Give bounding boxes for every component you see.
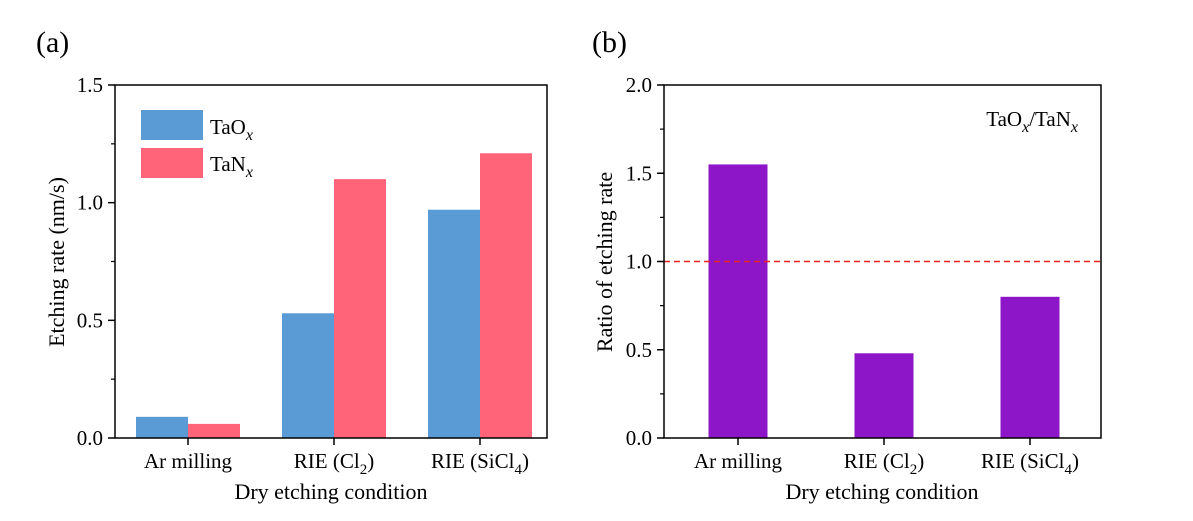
y-ticks-b: 0.0 0.5 1.0 1.5 2.0 — [626, 73, 664, 450]
bar-tanx-2 — [480, 153, 532, 438]
x-tick-label: RIE (SiCl4) — [981, 449, 1079, 478]
x-axis-title-b: Dry etching condition — [785, 479, 978, 504]
y-axis-title-b: Ratio of etching rate — [592, 172, 617, 352]
bar-taox-2 — [428, 209, 480, 438]
x-tick-label: RIE (SiCl4) — [431, 449, 529, 478]
ratio-annotation: TaOx/TaNx — [986, 107, 1078, 136]
bar-tanx-1 — [334, 179, 386, 438]
bar-taox-0 — [136, 416, 188, 438]
bars-b — [708, 164, 1060, 439]
y-axis-title-a: Etching rate (nm/s) — [44, 177, 69, 347]
bar-ratio-2 — [1000, 296, 1060, 438]
bar-taox-1 — [282, 313, 334, 438]
legend-swatch-taox — [141, 110, 203, 140]
y-tick-label: 0.5 — [77, 308, 103, 332]
y-tick-label: 2.0 — [626, 73, 652, 97]
y-tick-label: 1.0 — [77, 191, 103, 215]
legend-a: TaOx TaNx — [141, 110, 253, 181]
bar-tanx-0 — [188, 423, 240, 438]
x-tick-label: Ar milling — [694, 449, 783, 473]
x-tick-label: Ar milling — [144, 449, 233, 473]
x-ticks-b: Ar milling RIE (Cl2) RIE (SiCl4) — [694, 438, 1079, 478]
y-tick-label: 0.5 — [626, 338, 652, 362]
x-axis-title-a: Dry etching condition — [234, 479, 427, 504]
chart-panel-b: (b) 0.0 0.5 1.0 1.5 2.0 Ar milling RIE (Cl2) R… — [592, 26, 1102, 504]
bar-ratio-0 — [708, 164, 768, 439]
chart-panel-a: (a) 0.0 0.5 1.0 1.5 Ar milling RIE (Cl2) RIE … — [36, 26, 548, 504]
y-tick-label: 0.0 — [626, 426, 652, 450]
bar-ratio-1 — [854, 353, 914, 438]
legend-label-taox: TaOx — [210, 115, 253, 144]
legend-swatch-tanx — [141, 148, 203, 178]
legend-label-tanx: TaNx — [210, 152, 253, 181]
y-ticks-a: 0.0 0.5 1.0 1.5 — [77, 73, 115, 450]
x-ticks-a: Ar milling RIE (Cl2) RIE (SiCl4) — [144, 438, 529, 478]
y-tick-label: 1.5 — [77, 73, 103, 97]
x-tick-label: RIE (Cl2) — [844, 449, 924, 478]
x-tick-label: RIE (Cl2) — [294, 449, 374, 478]
panel-label-a: (a) — [36, 26, 69, 59]
y-tick-label: 1.5 — [626, 161, 652, 185]
bars-a — [136, 153, 532, 438]
y-tick-label: 1.0 — [626, 250, 652, 274]
y-tick-label: 0.0 — [77, 426, 103, 450]
panel-label-b: (b) — [592, 26, 627, 59]
